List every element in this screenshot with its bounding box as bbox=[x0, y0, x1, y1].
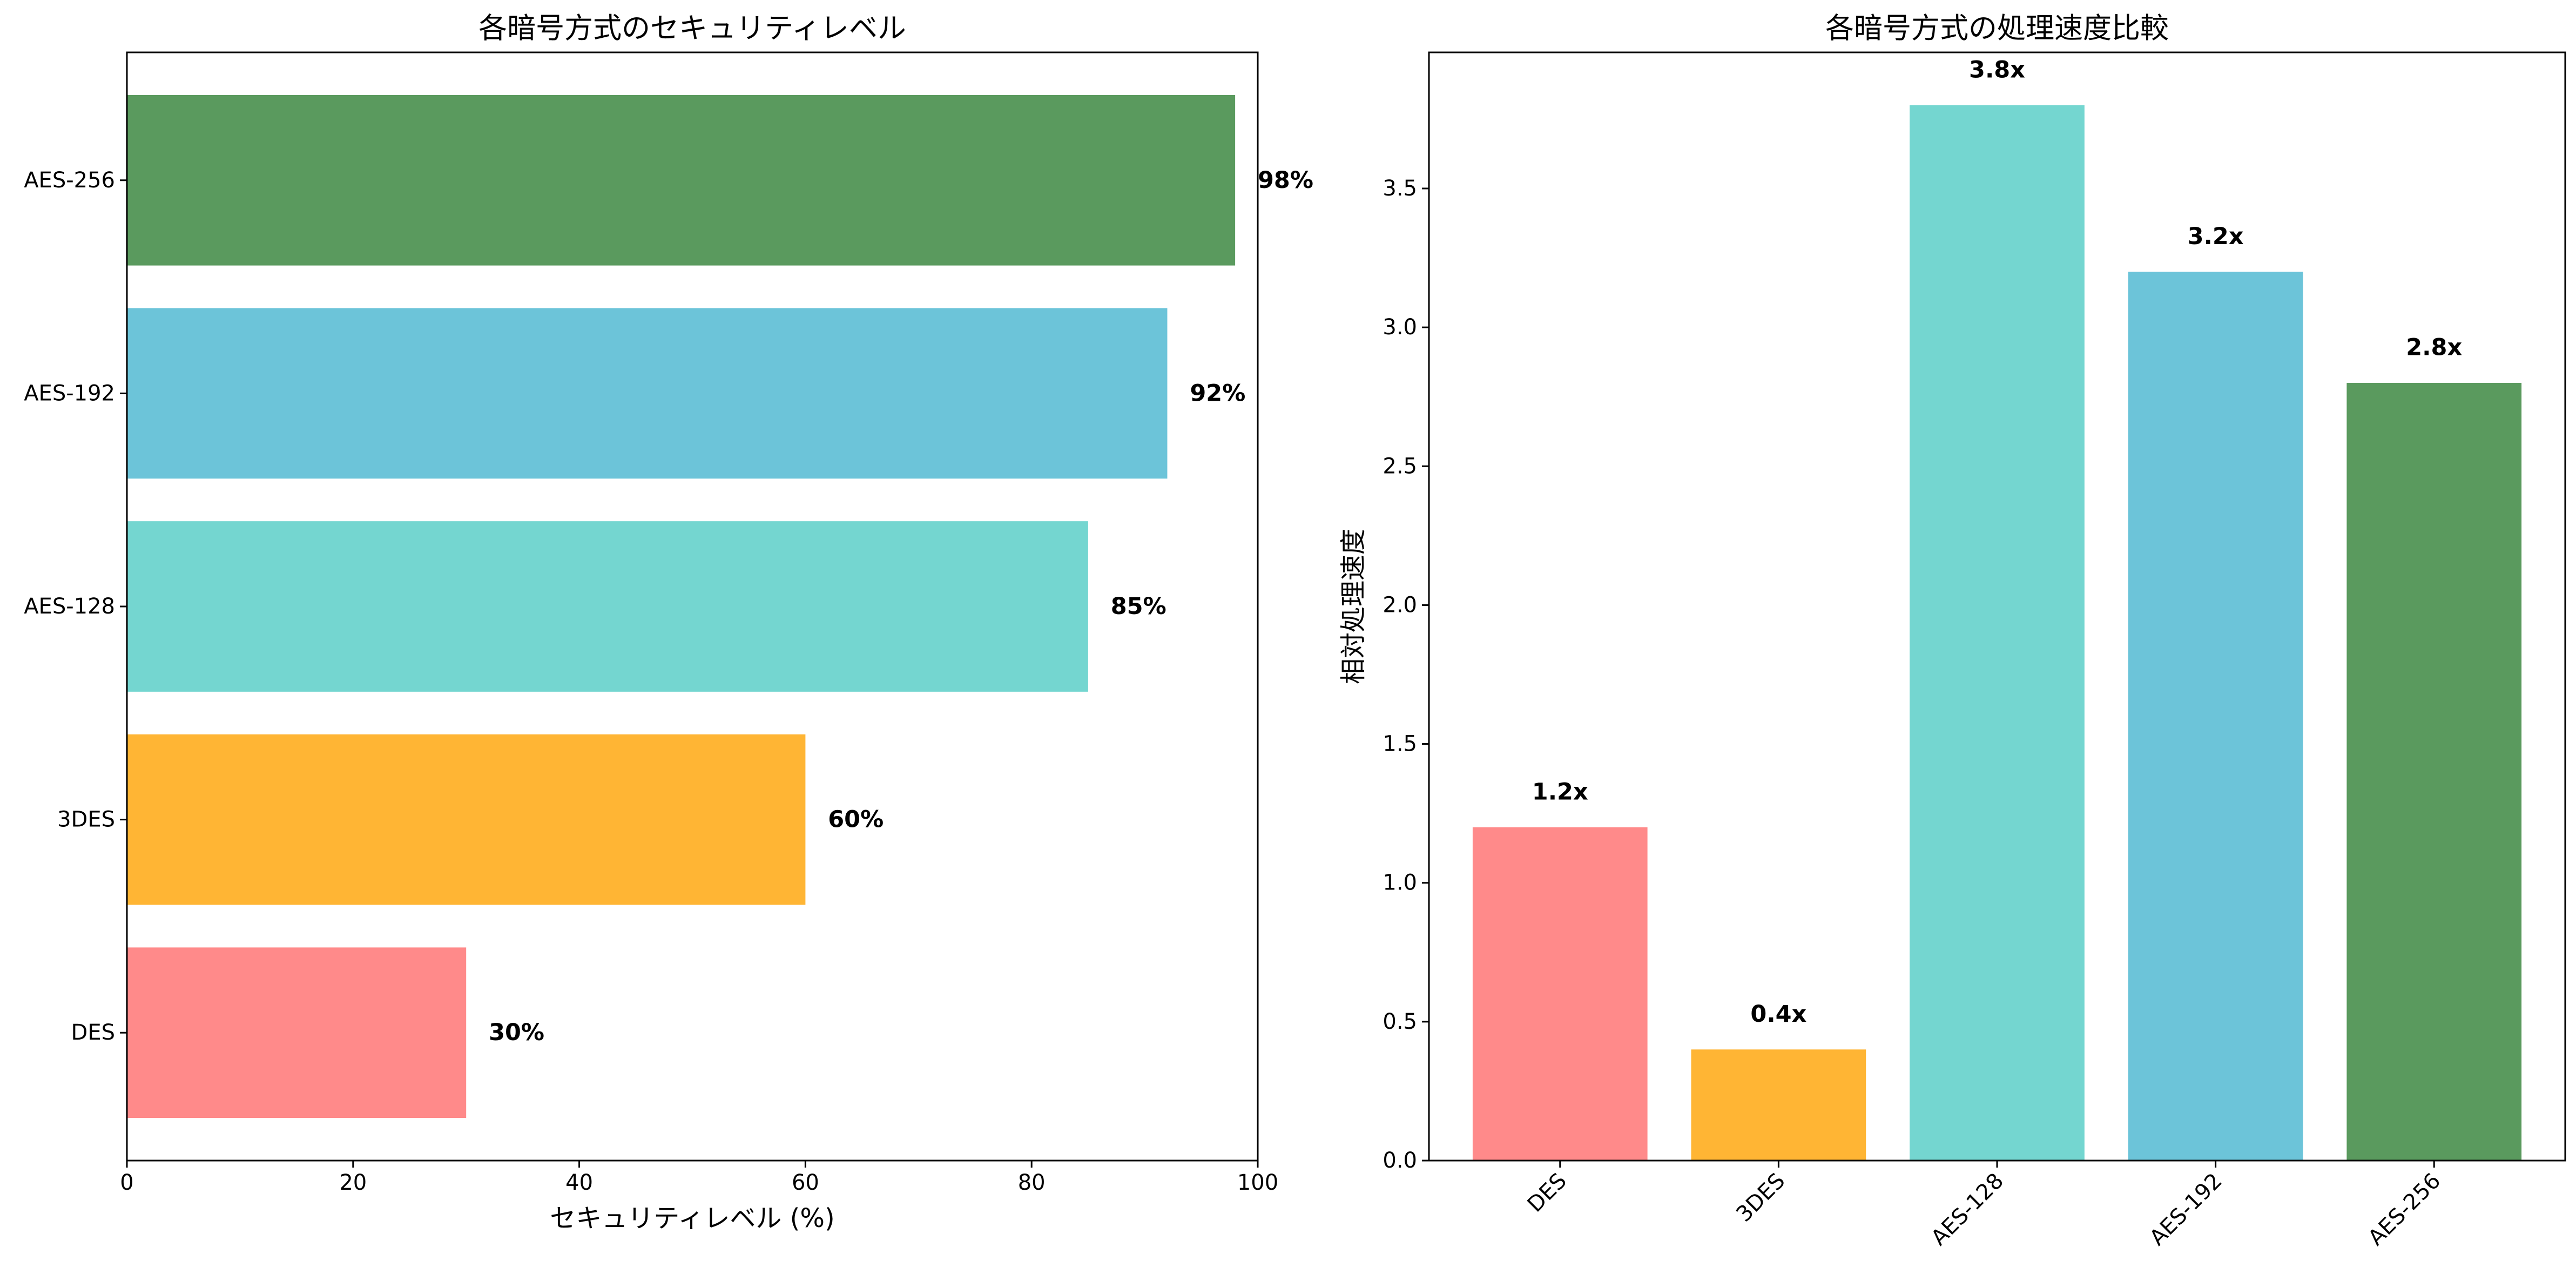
speed-y-tick-label: 1.0 bbox=[1383, 871, 1417, 895]
security-bar-aes-256 bbox=[127, 95, 1236, 266]
security-data-labels: 30% 60% 85% 92% 98% bbox=[489, 167, 1313, 1046]
security-bar-3des bbox=[127, 734, 806, 905]
security-y-tick-label-des: DES bbox=[71, 1020, 115, 1045]
speed-bar-aes-256 bbox=[2346, 383, 2522, 1161]
speed-data-label-des: 1.2x bbox=[1532, 778, 1588, 805]
speed-y-tick-label: 2.0 bbox=[1383, 592, 1417, 617]
security-plot-frame bbox=[126, 51, 1259, 1162]
security-y-tick-label-3des: 3DES bbox=[57, 807, 115, 832]
security-x-tick-label: 40 bbox=[565, 1170, 593, 1195]
speed-bar-aes-128 bbox=[1910, 105, 2085, 1161]
security-data-label-aes-128: 85% bbox=[1111, 593, 1166, 620]
security-bars bbox=[127, 95, 1236, 1118]
speed-plot-frame bbox=[1428, 51, 2566, 1162]
speed-y-tick-label: 2.5 bbox=[1383, 454, 1417, 478]
speed-chart-title: 各暗号方式の処理速度比較 bbox=[1825, 12, 2169, 45]
speed-y-tick-label: 0.5 bbox=[1383, 1009, 1417, 1034]
security-x-tick-label: 100 bbox=[1237, 1170, 1278, 1195]
speed-y-tick-label: 0.0 bbox=[1383, 1148, 1417, 1173]
speed-data-label-aes-256: 2.8x bbox=[2406, 334, 2462, 361]
speed-y-tick-label: 3.0 bbox=[1383, 315, 1417, 340]
security-data-label-aes-256: 98% bbox=[1258, 167, 1313, 194]
speed-y-axis-label: 相対処理速度 bbox=[1338, 529, 1368, 684]
speed-bars bbox=[1472, 105, 2522, 1161]
speed-y-ticks: 0.0 0.5 1.0 1.5 2.0 2.5 3.0 3.5 bbox=[1383, 176, 1429, 1173]
speed-data-label-aes-128: 3.8x bbox=[1969, 56, 2025, 83]
security-x-tick-label: 80 bbox=[1018, 1170, 1046, 1195]
speed-bar-3des bbox=[1691, 1049, 1866, 1161]
security-x-tick-label: 20 bbox=[339, 1170, 367, 1195]
security-y-tick-label-aes-256: AES-256 bbox=[24, 168, 115, 193]
security-y-ticks: DES 3DES AES-128 AES-192 AES-256 bbox=[24, 168, 127, 1045]
speed-y-tick-label: 3.5 bbox=[1383, 176, 1417, 201]
security-level-chart: 各暗号方式のセキュリティレベル 30% 60% 85% 92% 98% 0 20 40 60 8… bbox=[24, 12, 1313, 1233]
security-chart-title: 各暗号方式のセキュリティレベル bbox=[478, 12, 906, 45]
security-bar-aes-128 bbox=[127, 521, 1088, 692]
security-data-label-3des: 60% bbox=[828, 806, 884, 833]
speed-bar-aes-192 bbox=[2128, 272, 2303, 1161]
security-y-tick-label-aes-192: AES-192 bbox=[24, 381, 115, 406]
speed-bar-des bbox=[1472, 827, 1648, 1161]
security-x-axis-label: セキュリティレベル (%) bbox=[550, 1203, 834, 1233]
speed-data-label-aes-192: 3.2x bbox=[2188, 223, 2244, 250]
security-bar-aes-192 bbox=[127, 308, 1168, 479]
security-x-ticks: 0 20 40 60 80 100 bbox=[120, 1161, 1278, 1195]
security-bar-des bbox=[127, 947, 467, 1118]
speed-data-labels: 1.2x 0.4x 3.8x 3.2x 2.8x bbox=[1532, 56, 2463, 1028]
security-x-tick-label: 0 bbox=[120, 1170, 133, 1195]
security-data-label-aes-192: 92% bbox=[1190, 380, 1245, 407]
security-y-tick-label-aes-128: AES-128 bbox=[24, 594, 115, 619]
security-data-label-des: 30% bbox=[489, 1019, 544, 1046]
security-x-tick-label: 60 bbox=[792, 1170, 819, 1195]
speed-comparison-chart: 各暗号方式の処理速度比較 1.2x 0.4x 3.8x 3.2x 2.8x 0.0 0.5… bbox=[1338, 12, 2566, 1250]
speed-y-tick-label: 1.5 bbox=[1383, 732, 1417, 757]
speed-data-label-3des: 0.4x bbox=[1750, 1001, 1806, 1028]
